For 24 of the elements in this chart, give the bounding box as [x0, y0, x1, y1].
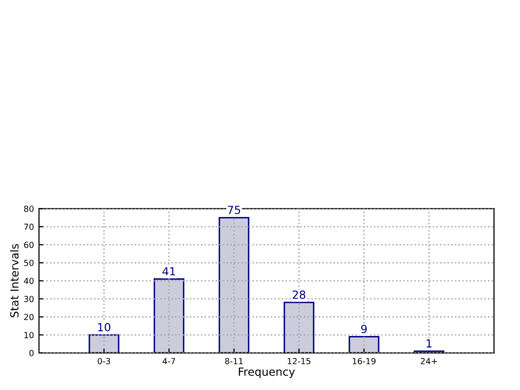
x-tick-label: 24+ [420, 358, 437, 364]
x-tick-label: 4-7 [162, 358, 176, 364]
y-tick-label: 10 [24, 332, 34, 338]
data-label: 41 [162, 267, 176, 276]
y-tick-label: 80 [24, 206, 34, 212]
x-tick-label: 12-15 [288, 358, 310, 364]
y-tick-label: 0 [29, 350, 34, 356]
y-tick-label: 20 [24, 314, 34, 320]
x-axis-title: Frequency [238, 368, 295, 378]
x-tick-label: 0-3 [98, 358, 110, 364]
y-tick-label: 30 [24, 296, 34, 302]
data-label: 10 [98, 322, 110, 332]
y-tick-label: 60 [24, 242, 34, 248]
y-tick-label: 50 [24, 260, 34, 266]
y-tick-label: 40 [24, 278, 34, 284]
bar [348, 336, 380, 353]
data-label: 28 [292, 290, 306, 299]
x-tick-label: 8-11 [225, 358, 243, 364]
y-tick-label: 70 [24, 224, 34, 230]
data-label: 1 [426, 339, 432, 348]
data-label: 75 [228, 206, 240, 214]
x-tick-label: 16-19 [352, 358, 376, 364]
y-axis-title: Stat Intervals [10, 244, 19, 318]
data-label: 9 [361, 324, 367, 334]
